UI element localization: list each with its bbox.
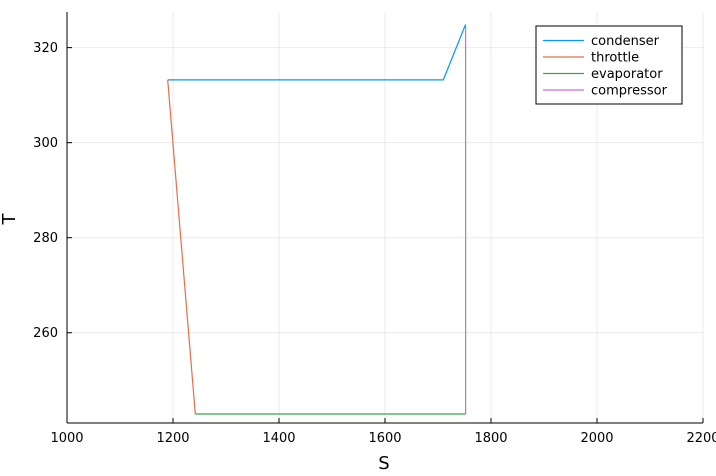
x-tick-label: 1400 — [262, 431, 295, 446]
series-line-condenser — [167, 24, 467, 81]
x-tick-label: 1800 — [474, 431, 507, 446]
y-tick-label: 300 — [33, 136, 58, 151]
series-line-throttle — [167, 79, 196, 415]
legend-label-evaporator: evaporator — [591, 67, 663, 82]
x-tick-label: 1600 — [368, 431, 401, 446]
series-lines — [167, 24, 467, 415]
x-tick-label: 2200 — [686, 431, 716, 446]
legend-label-condenser: condenser — [591, 34, 660, 49]
y-axis-label: T — [0, 213, 20, 226]
x-tick-label: 1000 — [50, 431, 83, 446]
legend-box — [535, 25, 683, 105]
legend-label-compressor: compressor — [591, 84, 668, 99]
x-axis-label: S — [378, 453, 389, 471]
y-tick-label: 280 — [33, 231, 58, 246]
axes — [66, 12, 704, 424]
x-tick-label: 1200 — [156, 431, 189, 446]
y-tick-label: 320 — [33, 41, 58, 56]
tick-labels: 1000 1200 1400 1600 1800 2000 2200 260 280 300 320 — [33, 41, 716, 446]
legend-label-throttle: throttle — [591, 51, 639, 66]
x-tick-label: 2000 — [580, 431, 613, 446]
y-tick-label: 260 — [33, 326, 58, 341]
